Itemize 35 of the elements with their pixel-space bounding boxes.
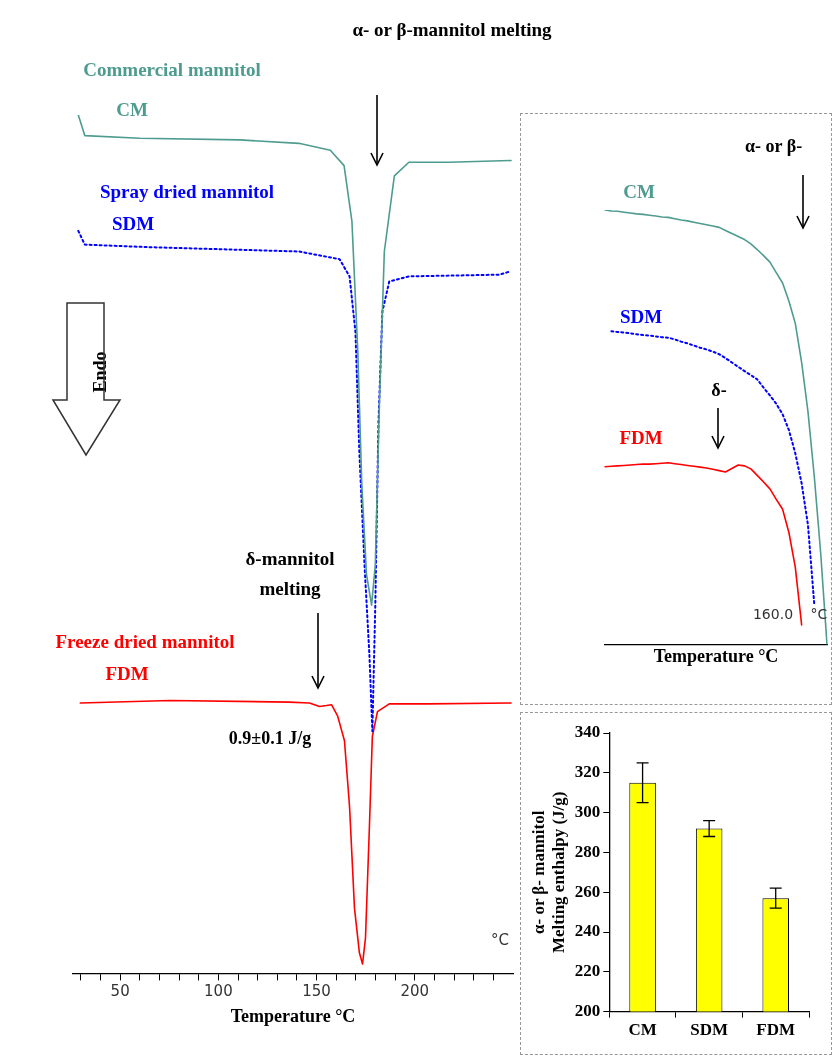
y-tick-label: 320	[574, 762, 601, 782]
x-axis-title: Temperature °C	[653, 645, 779, 666]
x-tick-label: 50	[110, 982, 130, 1001]
series-label: CM	[116, 99, 148, 120]
annotation: °C	[491, 931, 509, 949]
annotation: Freeze dried mannitol	[55, 631, 235, 652]
x-tick-label: 150	[302, 982, 331, 1001]
x-tick-label: FDM	[756, 1020, 796, 1040]
annotation: 0.9±0.1 J/g	[228, 728, 312, 748]
annotation: δ-mannitol melting	[245, 548, 335, 599]
y-tick-label: 240	[574, 921, 601, 941]
text: α- or β-mannitol melting	[352, 19, 553, 40]
y-tick-label: 280	[574, 841, 601, 861]
annotation: 160.0	[752, 606, 794, 622]
annotation: Endo	[90, 351, 110, 393]
series-label: FDM	[619, 427, 663, 448]
text: α- or β-	[745, 136, 803, 156]
series-label: CM	[623, 181, 655, 202]
x-tick-label: 200	[400, 982, 430, 1001]
x-tick-label: 100	[204, 982, 233, 1001]
y-tick-label: 340	[574, 722, 601, 742]
series-label: SDM	[619, 306, 663, 327]
text: Commercial mannitol	[83, 59, 261, 80]
annotation: δ-	[711, 380, 727, 400]
series-label: SDM	[111, 213, 155, 234]
y-tick-label: 260	[574, 881, 601, 901]
y-axis-title: α- or β- mannitol Melting enthalpy (J/g)	[528, 791, 568, 954]
y-tick-label: 220	[574, 961, 601, 981]
x-tick-label: SDM	[690, 1020, 729, 1040]
y-tick-label: 300	[574, 801, 601, 821]
y-tick-label: 200	[574, 1000, 601, 1020]
series-label: FDM	[105, 663, 149, 684]
x-tick-label: CM	[628, 1020, 657, 1040]
x-axis-title: Temperature °C	[230, 1005, 356, 1026]
annotation: Spray dried mannitol	[99, 181, 275, 202]
